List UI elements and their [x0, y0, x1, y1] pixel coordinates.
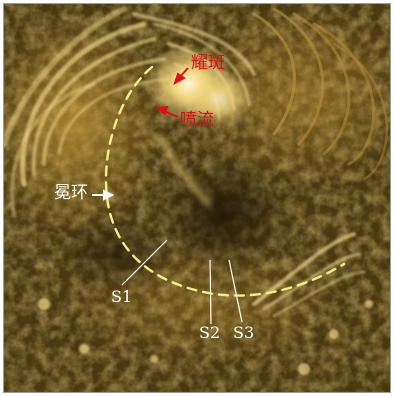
solar-corona-image	[4, 4, 390, 392]
slice-label-s3: S3	[233, 323, 255, 342]
jet-arrow-icon	[155, 105, 179, 118]
dark-left-region	[54, 214, 174, 294]
slice-label-s2: S2	[199, 323, 221, 342]
solar-image-frame: 耀斑 喷流 冕环 S1 S2 S3	[3, 3, 391, 393]
slice-line-s2	[209, 259, 212, 325]
flare-arrow-icon	[173, 67, 189, 86]
loop-label: 冕环	[54, 183, 88, 203]
slice-label-s1: S1	[111, 287, 133, 306]
jet-label: 喷流	[180, 110, 214, 130]
coronal-loop-dashed-trace	[104, 65, 346, 297]
jet-streak	[156, 132, 212, 207]
slice-line-s1	[121, 239, 168, 286]
bright-points	[38, 298, 373, 375]
loop-arrow-icon	[92, 189, 115, 201]
flare-label: 耀斑	[191, 53, 225, 73]
flare-secondary	[184, 69, 254, 129]
dark-central-region	[154, 154, 294, 274]
upper-right-arcs	[252, 7, 389, 181]
bright-loop-bundle-left	[4, 6, 171, 216]
slice-line-s3	[228, 259, 243, 323]
